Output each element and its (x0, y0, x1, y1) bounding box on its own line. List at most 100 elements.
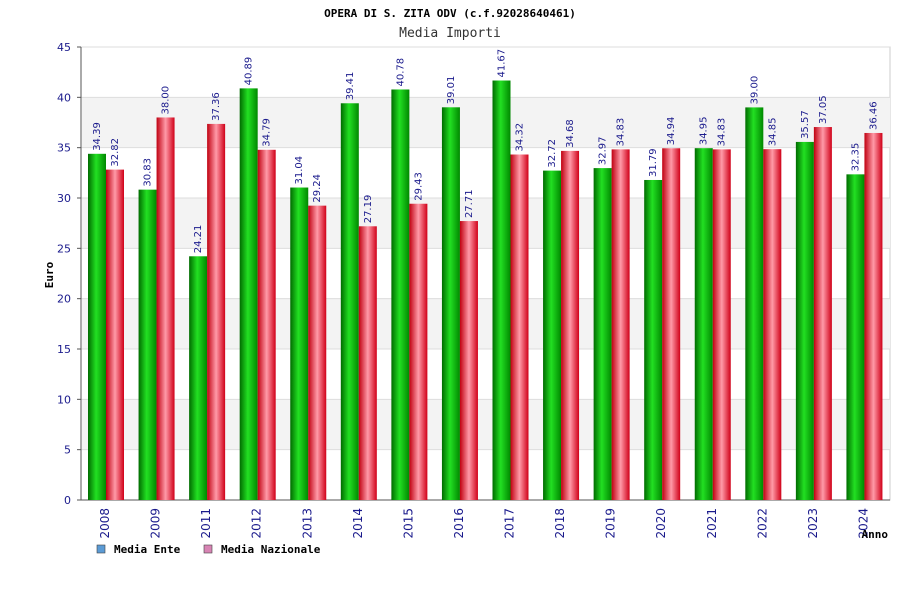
y-tick-label: 35 (57, 142, 71, 155)
data-label: 34.85 (767, 118, 778, 147)
y-axis-label: Euro (43, 261, 56, 288)
x-tick-label: 2024 (856, 508, 870, 539)
bar-media-ente-2009 (138, 189, 157, 501)
bar-media-ente-2023 (795, 141, 814, 501)
legend-entry: Media Ente (114, 543, 181, 556)
data-label: 34.68 (565, 119, 576, 148)
data-label: 31.04 (294, 156, 305, 185)
bar-media-nazionale-2011 (207, 123, 226, 500)
bar-media-nazionale-2017 (510, 154, 529, 500)
chart-subtitle: Media Importi (399, 26, 501, 41)
data-label: 34.83 (717, 118, 728, 147)
data-label: 36.46 (868, 101, 879, 130)
bar-media-nazionale-2009 (156, 117, 175, 500)
bar-media-nazionale-2012 (257, 149, 276, 500)
x-axis-ticks: 2008 2009 2011 2012 2013 2014 2015 2016 2017 2018… (98, 508, 870, 539)
x-tick-label: 2021 (705, 508, 719, 539)
legend-swatch (96, 544, 106, 554)
x-tick-label: 2014 (351, 508, 365, 539)
bar-media-nazionale-2015 (409, 203, 428, 500)
y-tick-label: 20 (57, 293, 71, 306)
x-tick-label: 2008 (98, 508, 112, 539)
bar-media-ente-2013 (290, 187, 309, 500)
y-tick-label: 25 (57, 242, 71, 255)
bar-media-nazionale-2023 (813, 127, 832, 500)
x-tick-label: 2022 (755, 508, 769, 539)
y-tick-label: 15 (57, 343, 71, 356)
x-tick-label: 2011 (199, 508, 213, 539)
data-label: 34.79 (262, 118, 273, 147)
bars: 34.39 32.82 30.83 38.00 24.21 37.36 40.89 34.79… (88, 49, 883, 501)
bar-media-ente-2011 (189, 256, 208, 500)
data-label: 34.32 (515, 123, 526, 152)
data-label: 39.00 (749, 76, 760, 105)
bar-media-ente-2014 (340, 103, 359, 500)
x-tick-label: 2019 (604, 508, 618, 539)
bar-media-nazionale-2020 (662, 148, 681, 500)
y-tick-label: 0 (64, 494, 71, 507)
data-label: 34.83 (616, 118, 627, 147)
data-label: 32.97 (598, 136, 609, 165)
bar-media-nazionale-2021 (712, 149, 731, 501)
data-label: 29.24 (312, 174, 323, 203)
bar-media-nazionale-2019 (611, 149, 630, 501)
data-label: 39.41 (345, 72, 356, 101)
bar-media-nazionale-2016 (459, 221, 478, 500)
data-label: 27.71 (464, 189, 475, 218)
bar-media-nazionale-2022 (763, 149, 782, 500)
bar-media-ente-2012 (239, 88, 258, 501)
bar-media-ente-2018 (543, 170, 562, 501)
y-tick-label: 45 (57, 41, 71, 54)
bar-media-nazionale-2008 (106, 169, 124, 500)
bar-media-ente-2016 (441, 107, 460, 501)
bar-media-nazionale-2018 (561, 150, 580, 500)
x-tick-label: 2013 (300, 508, 314, 539)
data-label: 32.72 (547, 139, 558, 168)
chart-title: OPERA DI S. ZITA ODV (c.f.92028640461) (324, 7, 576, 20)
y-tick-label: 40 (57, 91, 71, 104)
x-tick-label: 2020 (654, 508, 668, 539)
x-tick-label: 2018 (553, 508, 567, 539)
data-label: 41.67 (497, 49, 508, 78)
bar-media-ente-2019 (593, 168, 612, 501)
data-label: 40.78 (395, 58, 406, 87)
data-label: 30.83 (143, 158, 154, 187)
x-tick-label: 2009 (149, 508, 163, 539)
data-label: 37.36 (211, 92, 222, 121)
data-label: 34.39 (92, 122, 103, 151)
bar-media-nazionale-2024 (864, 132, 883, 500)
y-tick-label: 10 (57, 393, 71, 406)
data-label: 38.00 (161, 86, 172, 115)
y-tick-label: 30 (57, 192, 71, 205)
data-label: 34.94 (666, 117, 677, 146)
legend-entry: Media Nazionale (221, 543, 321, 556)
bar-media-ente-2008 (88, 153, 106, 501)
data-label: 29.43 (413, 172, 424, 201)
data-label: 24.21 (193, 225, 204, 254)
bar-media-ente-2017 (492, 80, 511, 500)
y-tick-label: 5 (64, 444, 71, 457)
data-label: 37.05 (818, 95, 829, 124)
bar-media-nazionale-2013 (308, 205, 327, 500)
legend: Media Ente Media Nazionale (96, 543, 321, 556)
data-label: 35.57 (800, 110, 811, 139)
legend-swatch (203, 544, 213, 554)
x-axis-label: Anno (862, 528, 889, 541)
data-label: 27.19 (363, 195, 374, 224)
data-label: 31.79 (648, 148, 659, 177)
x-tick-label: 2012 (250, 508, 264, 539)
bar-media-ente-2024 (846, 174, 865, 501)
bar-media-ente-2022 (745, 107, 764, 501)
bar-media-nazionale-2014 (358, 226, 377, 500)
bar-media-ente-2021 (694, 148, 713, 501)
data-label: 32.82 (110, 138, 121, 167)
bar-media-ente-2015 (391, 89, 410, 501)
x-tick-label: 2023 (806, 508, 820, 539)
data-label: 34.95 (699, 117, 710, 146)
x-tick-label: 2015 (401, 508, 415, 539)
data-label: 40.89 (244, 57, 255, 86)
data-label: 32.35 (850, 143, 861, 172)
x-tick-label: 2016 (452, 508, 466, 539)
x-tick-label: 2017 (503, 508, 517, 539)
